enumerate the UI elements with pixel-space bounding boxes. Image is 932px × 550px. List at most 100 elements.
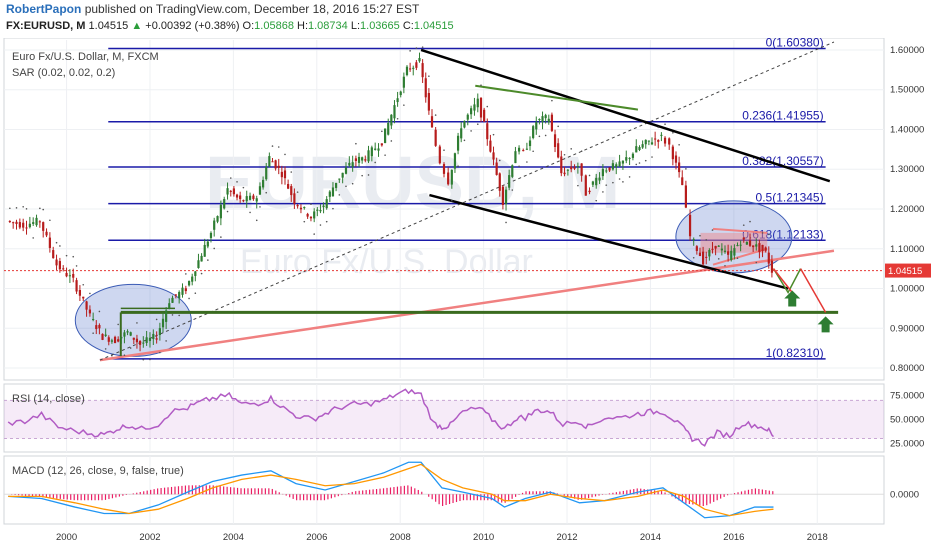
candle-body <box>489 140 492 152</box>
projection-up-path <box>772 268 802 295</box>
candle-body <box>268 156 271 167</box>
open-value: 1.05868 <box>254 20 294 32</box>
candle-body <box>563 172 566 175</box>
sar-dot <box>622 181 624 183</box>
sar-dot <box>338 194 341 196</box>
candle-body <box>277 165 280 168</box>
sar-dot <box>498 159 501 162</box>
macd-tick-label: 0.0000 <box>890 489 919 500</box>
sar-dot <box>705 238 708 241</box>
sar-dot <box>605 184 608 186</box>
candle-body <box>216 216 219 222</box>
candle-body <box>223 199 226 209</box>
sar-dot <box>595 199 598 202</box>
sar-dot <box>92 332 94 334</box>
candle-body <box>745 242 748 245</box>
sar-dot <box>692 256 695 259</box>
fib-level-label: 0(1.60380) <box>766 38 824 49</box>
time-axis[interactable]: 2000 2002 2004 2006 2008 2010 2012 2014 2016 2018 <box>56 532 828 543</box>
candle-body <box>219 204 222 219</box>
candle-body <box>95 325 98 330</box>
candle-body <box>171 297 174 303</box>
sar-dot <box>325 220 328 223</box>
candle-body <box>306 213 309 217</box>
candle-body <box>28 223 31 228</box>
candle-body <box>331 187 335 197</box>
candle-body <box>427 93 430 111</box>
annotations <box>772 268 834 333</box>
sar-dot <box>434 114 437 116</box>
x-tick-label: 2002 <box>139 532 160 543</box>
candle-body <box>748 240 752 246</box>
candle-body <box>344 167 348 174</box>
candle-body <box>714 245 717 249</box>
sar-dot <box>551 99 553 102</box>
candle-body <box>338 178 341 180</box>
candle-body <box>25 227 28 229</box>
y-tick-label: 1.20000 <box>890 204 924 215</box>
price-axis[interactable]: 1.60000 1.50000 1.40000 1.30000 1.20000 1.100… <box>885 45 931 500</box>
sar-dot <box>22 206 24 208</box>
candle-body <box>618 161 621 167</box>
sar-dot <box>129 347 132 349</box>
rsi-pane[interactable] <box>3 383 885 453</box>
x-tick-label: 2006 <box>306 532 327 543</box>
y-tick-label: 1.40000 <box>890 124 924 135</box>
candle-body <box>650 142 654 145</box>
candle-body <box>641 144 644 148</box>
candle-body <box>35 217 38 226</box>
candle-body <box>390 114 393 126</box>
sar-dot <box>15 207 18 209</box>
rsi-tick-label: 75.0000 <box>890 391 924 402</box>
sar-dot <box>390 140 393 142</box>
candle-body <box>723 250 727 252</box>
sar-dot <box>557 125 559 128</box>
candle-body <box>239 195 242 200</box>
candle-body <box>396 98 399 103</box>
channel-upper-line <box>420 48 831 183</box>
candle-body <box>351 162 354 167</box>
candle-body <box>668 138 671 145</box>
candle-body <box>483 109 486 122</box>
candle-body <box>62 268 65 270</box>
candle-body <box>296 204 299 207</box>
candle-body <box>736 245 739 247</box>
sar-dot <box>319 224 322 226</box>
sar-dot <box>249 211 251 214</box>
candle-body <box>178 292 181 299</box>
candle-body <box>584 175 587 196</box>
candle-body <box>274 160 277 169</box>
sar-dot <box>89 292 91 295</box>
x-tick-label: 2018 <box>807 532 828 543</box>
chart-title: Euro Fx/U.S. Dollar, M, FXCM <box>12 51 159 63</box>
candle-body <box>644 139 647 145</box>
macd-label: MACD (12, 26, close, 9, false, true) <box>12 465 184 477</box>
candle-body <box>165 310 168 322</box>
candle-body <box>560 156 563 174</box>
candle-body <box>38 221 41 223</box>
sar-dot <box>742 224 745 226</box>
sar-dot <box>236 181 238 183</box>
candle-body <box>678 162 681 173</box>
candle-body <box>456 135 460 151</box>
candle-body <box>631 153 635 158</box>
candle-body <box>418 58 421 62</box>
sar-dot <box>117 323 119 326</box>
author-link[interactable]: RobertPapon <box>6 2 82 16</box>
chart-area[interactable]: EURUSD, M Euro Fx/U.S. Dollar 0(1.60380)… <box>0 38 932 550</box>
candle-body <box>48 237 51 248</box>
fib-level-label: 1(0.82310) <box>766 346 824 360</box>
candle-body <box>430 116 434 128</box>
candle-body <box>450 169 453 185</box>
candle-body <box>377 148 380 151</box>
candle-body <box>45 231 48 236</box>
sar-dot <box>32 237 34 239</box>
rsi-band <box>4 400 884 439</box>
rsi-tick-label: 50.0000 <box>890 414 924 425</box>
candle-body <box>245 196 248 202</box>
sar-dot <box>628 176 631 178</box>
candle-body <box>405 66 409 76</box>
candle-body <box>101 333 104 340</box>
projection-down-2 <box>799 268 827 313</box>
candle-body <box>501 186 505 206</box>
